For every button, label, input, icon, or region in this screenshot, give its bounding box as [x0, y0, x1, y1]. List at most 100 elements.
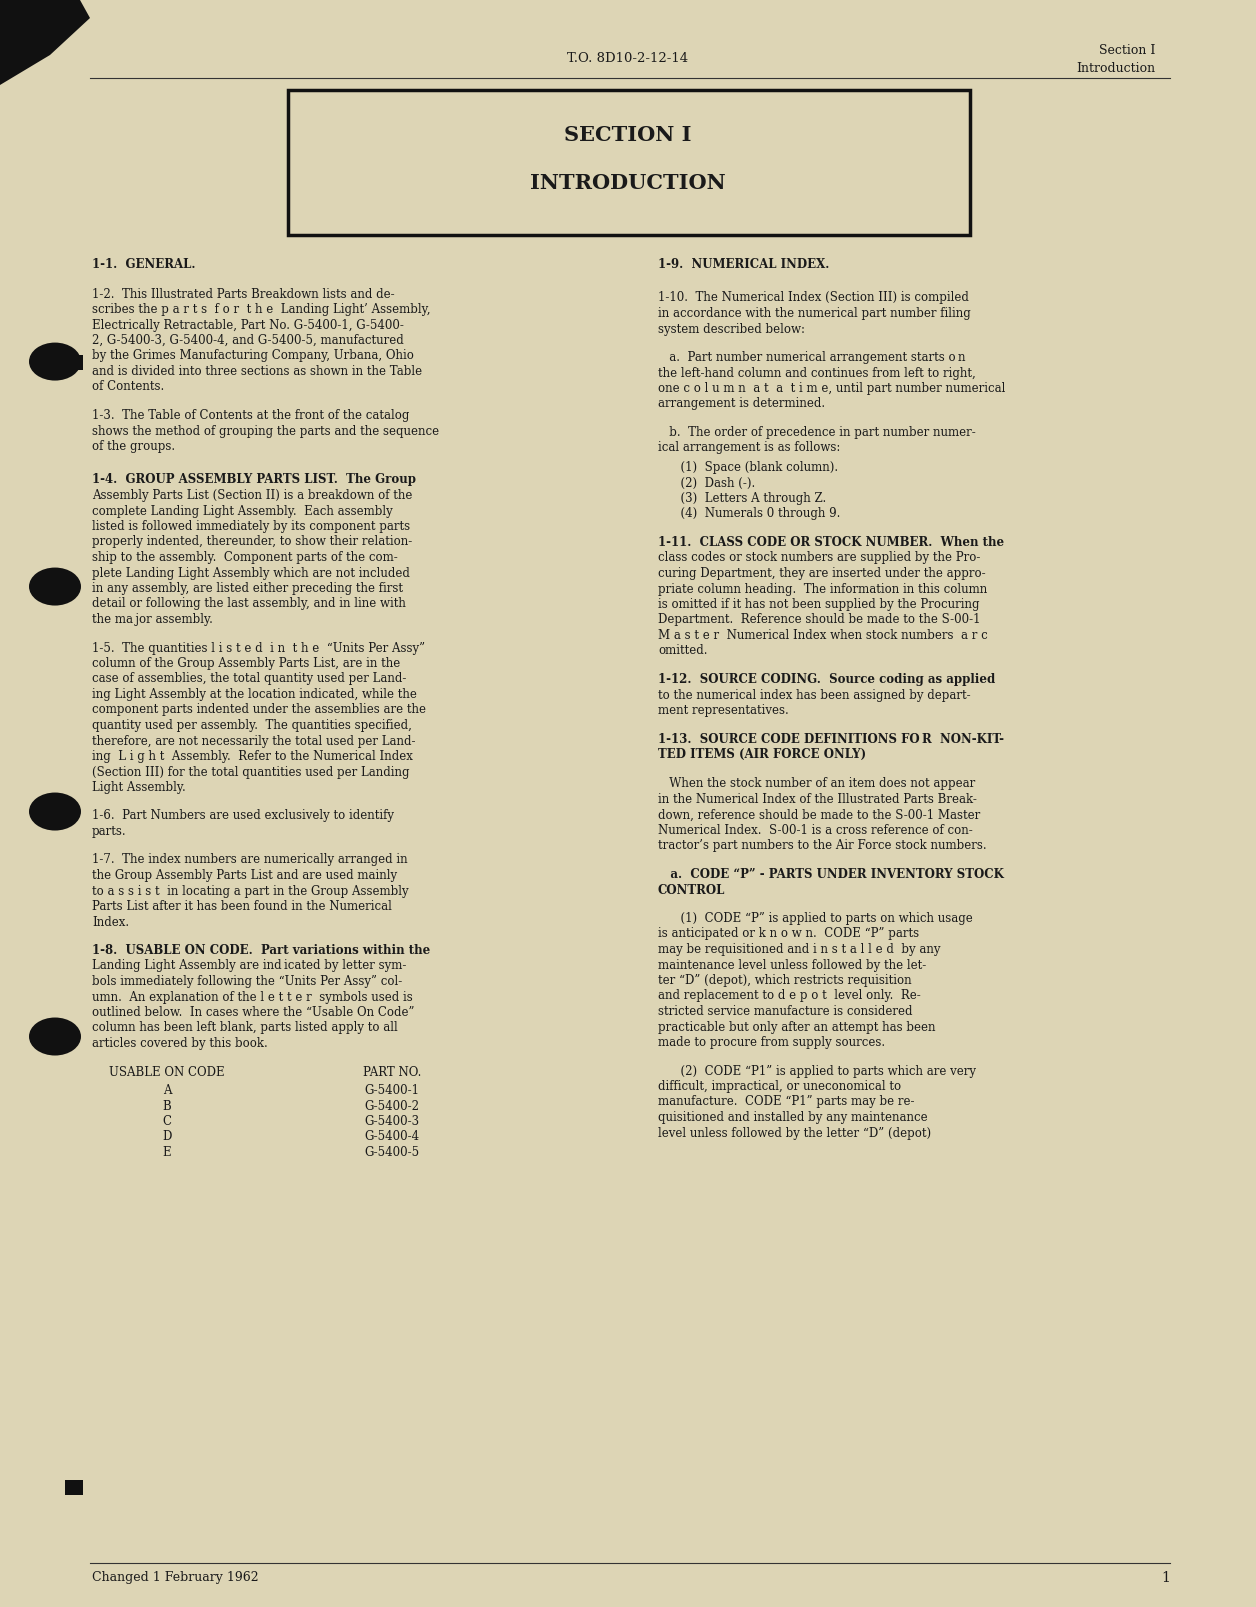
Text: (1)  Space (blank column).: (1) Space (blank column). — [658, 461, 838, 474]
Text: a.  CODE “P” - PARTS UNDER INVENTORY STOCK: a. CODE “P” - PARTS UNDER INVENTORY STOC… — [658, 868, 1004, 881]
Text: G-5400-3: G-5400-3 — [364, 1115, 420, 1128]
Text: (4)  Numerals 0 through 9.: (4) Numerals 0 through 9. — [658, 508, 840, 521]
Ellipse shape — [29, 342, 80, 381]
Text: may be requisitioned and i n s t a l l e d  by any: may be requisitioned and i n s t a l l e… — [658, 943, 941, 956]
Text: in the Numerical Index of the Illustrated Parts Break-: in the Numerical Index of the Illustrate… — [658, 792, 977, 807]
Text: level unless followed by the letter “D” (depot): level unless followed by the letter “D” … — [658, 1127, 931, 1139]
Text: properly indented, thereunder, to show their relation-: properly indented, thereunder, to show t… — [92, 535, 412, 548]
Text: 1-5.  The quantities l i s t e d  i n  t h e  “Units Per Assy”: 1-5. The quantities l i s t e d i n t h … — [92, 641, 425, 654]
Text: difficult, impractical, or uneconomical to: difficult, impractical, or uneconomical … — [658, 1080, 901, 1093]
Ellipse shape — [29, 567, 80, 606]
Text: ing Light Assembly at the location indicated, while the: ing Light Assembly at the location indic… — [92, 688, 417, 701]
Text: INTRODUCTION: INTRODUCTION — [530, 174, 726, 193]
Text: curing Department, they are inserted under the appro-: curing Department, they are inserted und… — [658, 567, 986, 580]
Text: 1-1.  GENERAL.: 1-1. GENERAL. — [92, 259, 196, 272]
Text: Changed 1 February 1962: Changed 1 February 1962 — [92, 1572, 259, 1585]
Text: the Group Assembly Parts List and are used mainly: the Group Assembly Parts List and are us… — [92, 869, 397, 882]
Text: and is divided into three sections as shown in the Table: and is divided into three sections as sh… — [92, 365, 422, 378]
Text: (2)  Dash (-).: (2) Dash (-). — [658, 477, 755, 490]
Text: G-5400-2: G-5400-2 — [364, 1099, 420, 1112]
Text: stricted service manufacture is considered: stricted service manufacture is consider… — [658, 1004, 913, 1017]
Text: 1-7.  The index numbers are numerically arranged in: 1-7. The index numbers are numerically a… — [92, 853, 408, 866]
Ellipse shape — [29, 1017, 80, 1056]
Text: 1-13.  SOURCE CODE DEFINITIONS FO R  NON-KIT-: 1-13. SOURCE CODE DEFINITIONS FO R NON-K… — [658, 733, 1004, 746]
Text: Electrically Retractable, Part No. G-5400-1, G-5400-: Electrically Retractable, Part No. G-540… — [92, 318, 404, 331]
Text: 2, G-5400-3, G-5400-4, and G-5400-5, manufactured: 2, G-5400-3, G-5400-4, and G-5400-5, man… — [92, 334, 403, 347]
Text: bols immediately following the “Units Per Assy” col-: bols immediately following the “Units Pe… — [92, 975, 402, 988]
Text: USABLE ON CODE: USABLE ON CODE — [109, 1065, 225, 1078]
Text: column of the Group Assembly Parts List, are in the: column of the Group Assembly Parts List,… — [92, 657, 401, 670]
Text: made to procure from supply sources.: made to procure from supply sources. — [658, 1037, 885, 1049]
Text: component parts indented under the assemblies are the: component parts indented under the assem… — [92, 704, 426, 717]
Text: detail or following the last assembly, and in line with: detail or following the last assembly, a… — [92, 598, 406, 611]
Text: in accordance with the numerical part number filing: in accordance with the numerical part nu… — [658, 307, 971, 320]
Text: G-5400-5: G-5400-5 — [364, 1146, 420, 1159]
Text: listed is followed immediately by its component parts: listed is followed immediately by its co… — [92, 521, 411, 534]
Text: column has been left blank, parts listed apply to all: column has been left blank, parts listed… — [92, 1022, 398, 1035]
Text: the left-hand column and continues from left to right,: the left-hand column and continues from … — [658, 366, 976, 379]
Text: 1-9.  NUMERICAL INDEX.: 1-9. NUMERICAL INDEX. — [658, 259, 829, 272]
Text: 1-6.  Part Numbers are used exclusively to identify: 1-6. Part Numbers are used exclusively t… — [92, 810, 394, 823]
Text: priate column heading.  The information in this column: priate column heading. The information i… — [658, 582, 987, 596]
Text: articles covered by this book.: articles covered by this book. — [92, 1037, 268, 1049]
Text: class codes or stock numbers are supplied by the Pro-: class codes or stock numbers are supplie… — [658, 551, 981, 564]
Text: quisitioned and installed by any maintenance: quisitioned and installed by any mainten… — [658, 1110, 928, 1123]
Text: Light Assembly.: Light Assembly. — [92, 781, 186, 794]
Text: 1-12.  SOURCE CODING.  Source coding as applied: 1-12. SOURCE CODING. Source coding as ap… — [658, 673, 995, 686]
Text: is anticipated or k n o w n.  CODE “P” parts: is anticipated or k n o w n. CODE “P” pa… — [658, 927, 919, 940]
Text: shows the method of grouping the parts and the sequence: shows the method of grouping the parts a… — [92, 424, 440, 437]
Text: of the groups.: of the groups. — [92, 440, 175, 453]
Text: the ma jor assembly.: the ma jor assembly. — [92, 612, 212, 627]
Text: (3)  Letters A through Z.: (3) Letters A through Z. — [658, 492, 826, 505]
Text: 1-8.  USABLE ON CODE.  Part variations within the: 1-8. USABLE ON CODE. Part variations wit… — [92, 943, 431, 958]
Text: Parts List after it has been found in the Numerical: Parts List after it has been found in th… — [92, 900, 392, 913]
Text: of Contents.: of Contents. — [92, 381, 165, 394]
Text: in any assembly, are listed either preceding the first: in any assembly, are listed either prece… — [92, 582, 403, 595]
Text: ical arrangement is as follows:: ical arrangement is as follows: — [658, 442, 840, 455]
Text: tractor’s part numbers to the Air Force stock numbers.: tractor’s part numbers to the Air Force … — [658, 839, 987, 852]
Text: M a s t e r  Numerical Index when stock numbers  a r c: M a s t e r Numerical Index when stock n… — [658, 628, 987, 643]
Text: 1-11.  CLASS CODE OR STOCK NUMBER.  When the: 1-11. CLASS CODE OR STOCK NUMBER. When t… — [658, 537, 1004, 550]
Bar — [65, 355, 83, 370]
Text: D: D — [162, 1130, 172, 1144]
Text: E: E — [163, 1146, 171, 1159]
Text: 1: 1 — [1161, 1572, 1171, 1585]
Text: 1-3.  The Table of Contents at the front of the catalog: 1-3. The Table of Contents at the front … — [92, 410, 409, 423]
Text: b.  The order of precedence in part number numer-: b. The order of precedence in part numbe… — [658, 426, 976, 439]
Text: arrangement is det​ermi​ned.: arrangement is det​ermi​ned. — [658, 397, 825, 410]
Text: CONTROL: CONTROL — [658, 884, 726, 897]
Text: ship to the assembly.  Component parts of the com-: ship to the assembly. Component parts of… — [92, 551, 398, 564]
Text: Assembly Parts List (Section II) is a breakdown of the: Assembly Parts List (Section II) is a br… — [92, 489, 412, 501]
Text: C: C — [162, 1115, 172, 1128]
Text: 1-4.  GROUP ASSEMBLY PARTS LIST.  The Group: 1-4. GROUP ASSEMBLY PARTS LIST. The Grou… — [92, 474, 416, 487]
Text: to the numerical index has been assigned by depart-: to the numerical index has been assigned… — [658, 688, 971, 702]
Text: parts.: parts. — [92, 824, 127, 837]
Text: system described below:: system described below: — [658, 323, 805, 336]
Text: Department.  Reference should be made to the S-00-1: Department. Reference should be made to … — [658, 614, 981, 627]
Text: G-5400-4: G-5400-4 — [364, 1130, 420, 1144]
Text: practicable but only after an attempt has been: practicable but only after an attempt ha… — [658, 1020, 936, 1033]
Text: complete Landing Light Assembly.  Each assembly: complete Landing Light Assembly. Each as… — [92, 505, 393, 517]
Text: maintenance level unless followed by the let-: maintenance level unless followed by the… — [658, 958, 926, 972]
Text: 1-10.  The Numerical Index (Section III) is compiled: 1-10. The Numerical Index (Section III) … — [658, 291, 968, 304]
Text: ing  L i g h t  Assembly.  Refer to the Numerical Index: ing L i g h t Assembly. Refer to the Num… — [92, 750, 413, 763]
Text: plete Landing Light Assembly which are not included: plete Landing Light Assembly which are n… — [92, 567, 409, 580]
Text: (2)  CODE “P1” is applied to parts which are very: (2) CODE “P1” is applied to parts which … — [658, 1064, 976, 1078]
Text: Section I: Section I — [1099, 43, 1156, 56]
Text: Numerical Index.  S-00-1 is a cross reference of con-: Numerical Index. S-00-1 is a cross refer… — [658, 824, 972, 837]
Text: ter “D” (depot), which restricts requisition: ter “D” (depot), which restricts requisi… — [658, 974, 912, 987]
Text: therefore, are not necessarily the total used per Land-: therefore, are not necessarily the total… — [92, 734, 416, 747]
Text: by the Grimes Manufacturing Company, Urbana, Ohio: by the Grimes Manufacturing Company, Urb… — [92, 349, 414, 363]
Bar — [288, 90, 970, 235]
Text: When the stock number of an item does not appear: When the stock number of an item does no… — [658, 778, 975, 791]
Ellipse shape — [29, 792, 80, 831]
Text: ment representatives.: ment representatives. — [658, 704, 789, 717]
Text: G-5400-1: G-5400-1 — [364, 1085, 420, 1098]
Text: A: A — [163, 1085, 171, 1098]
Text: omitted.: omitted. — [658, 644, 707, 657]
Text: manufacture.  CODE “P1” parts may be re-: manufacture. CODE “P1” parts may be re- — [658, 1096, 914, 1109]
Text: and replacement to d e p o t  level only.  Re-: and replacement to d e p o t level only.… — [658, 990, 921, 1003]
Text: Introduction: Introduction — [1076, 61, 1156, 74]
Text: a.  Part number numerical arrangement starts o n: a. Part number numerical arrangement sta… — [658, 350, 966, 365]
Text: Index.: Index. — [92, 916, 129, 929]
